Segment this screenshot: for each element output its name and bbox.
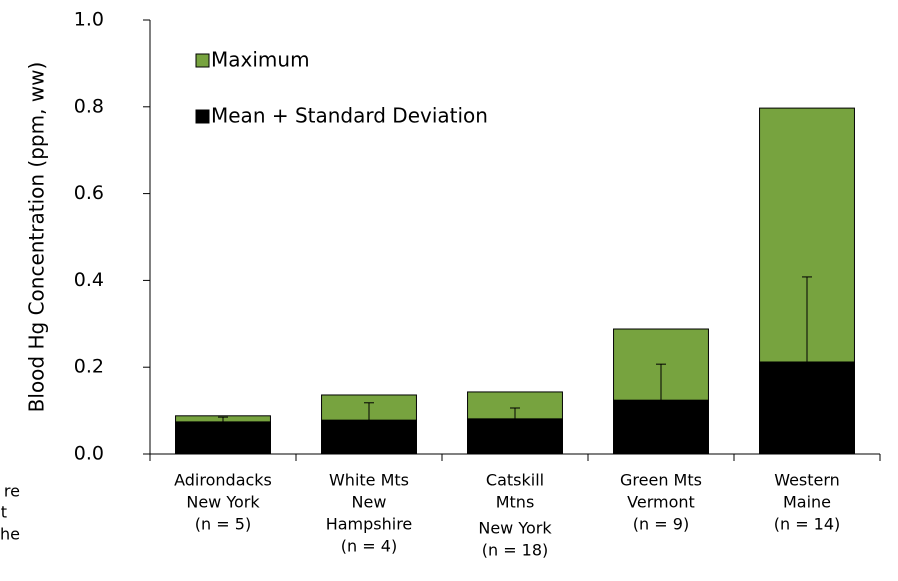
x-tick-label: (n = 9): [633, 515, 689, 534]
x-tick-label: Mtns: [496, 493, 535, 512]
side-text: re: [4, 482, 20, 501]
x-tick-label: White Mts: [329, 471, 409, 490]
x-tick-label: (n = 4): [341, 537, 397, 556]
x-tick-label: New York: [478, 519, 552, 538]
x-tick-label: Catskill: [486, 471, 544, 490]
side-text: t: [1, 503, 7, 522]
x-tick-label: (n = 18): [482, 541, 549, 560]
bar: [321, 419, 417, 455]
y-tick-label: 0.2: [74, 356, 104, 378]
x-tick-label: Hampshire: [326, 515, 413, 534]
x-tick-label: (n = 14): [774, 515, 841, 534]
x-tick-label: Vermont: [627, 493, 695, 512]
side-text: he: [0, 525, 20, 544]
x-tick-label: Western: [774, 471, 840, 490]
y-tick-label: 0.6: [74, 182, 104, 204]
x-tick-label: New: [352, 493, 387, 512]
bar: [759, 361, 855, 455]
bar: [467, 418, 563, 455]
y-axis-title: Blood Hg Concentration (ppm, ww): [25, 62, 49, 413]
x-tick-label: Adirondacks: [174, 471, 272, 490]
x-tick-label: (n = 5): [195, 515, 251, 534]
legend-label: Mean + Standard Deviation: [211, 104, 488, 128]
x-tick-label: Green Mts: [620, 471, 702, 490]
y-tick-label: 1.0: [74, 9, 104, 31]
legend-swatch: [195, 109, 210, 124]
bar: [613, 399, 709, 455]
legend-label: Maximum: [211, 48, 310, 72]
x-tick-label: Maine: [783, 493, 831, 512]
y-tick-label: 0.0: [74, 443, 104, 465]
y-tick-label: 0.8: [74, 95, 104, 117]
legend-swatch: [195, 53, 210, 68]
y-tick-label: 0.4: [74, 269, 104, 291]
x-tick-label: New York: [186, 493, 260, 512]
bar: [175, 421, 271, 455]
